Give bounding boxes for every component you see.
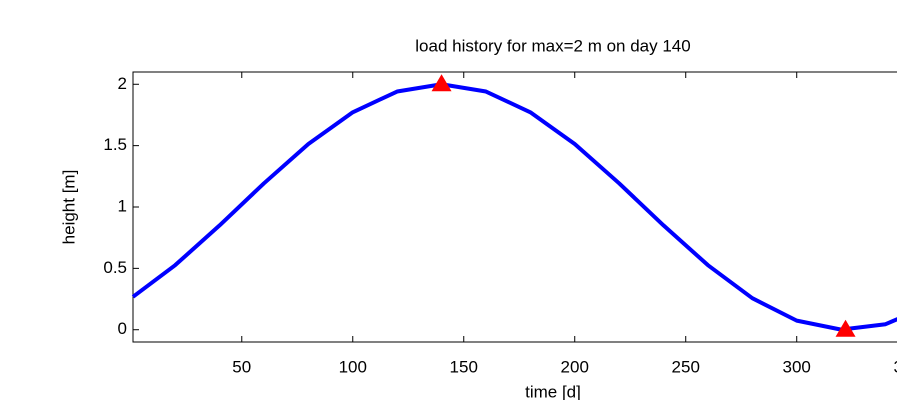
plot-area [132, 71, 897, 343]
y-tick-label: 1 [118, 196, 127, 215]
chart-title: load history for max=2 m on day 140 [415, 36, 690, 55]
x-tick-label: 200 [561, 357, 589, 376]
y-axis-label: height [m] [59, 170, 78, 245]
y-tick-label: 0 [118, 319, 127, 338]
line [131, 82, 897, 332]
x-tick-label: 150 [450, 357, 478, 376]
x-tick-label: 50 [232, 357, 251, 376]
marker [835, 319, 856, 337]
x-axis-label: time [d] [525, 382, 581, 400]
x-tick-label: 100 [339, 357, 367, 376]
x-tick-label: 350 [894, 357, 897, 376]
y-tick-label: 2 [118, 74, 127, 93]
y-tick-label: 0.5 [103, 258, 127, 277]
x-tick-label: 300 [783, 357, 811, 376]
y-tick-label: 1.5 [103, 135, 127, 154]
marker [431, 74, 452, 92]
x-tick-label: 250 [672, 357, 700, 376]
